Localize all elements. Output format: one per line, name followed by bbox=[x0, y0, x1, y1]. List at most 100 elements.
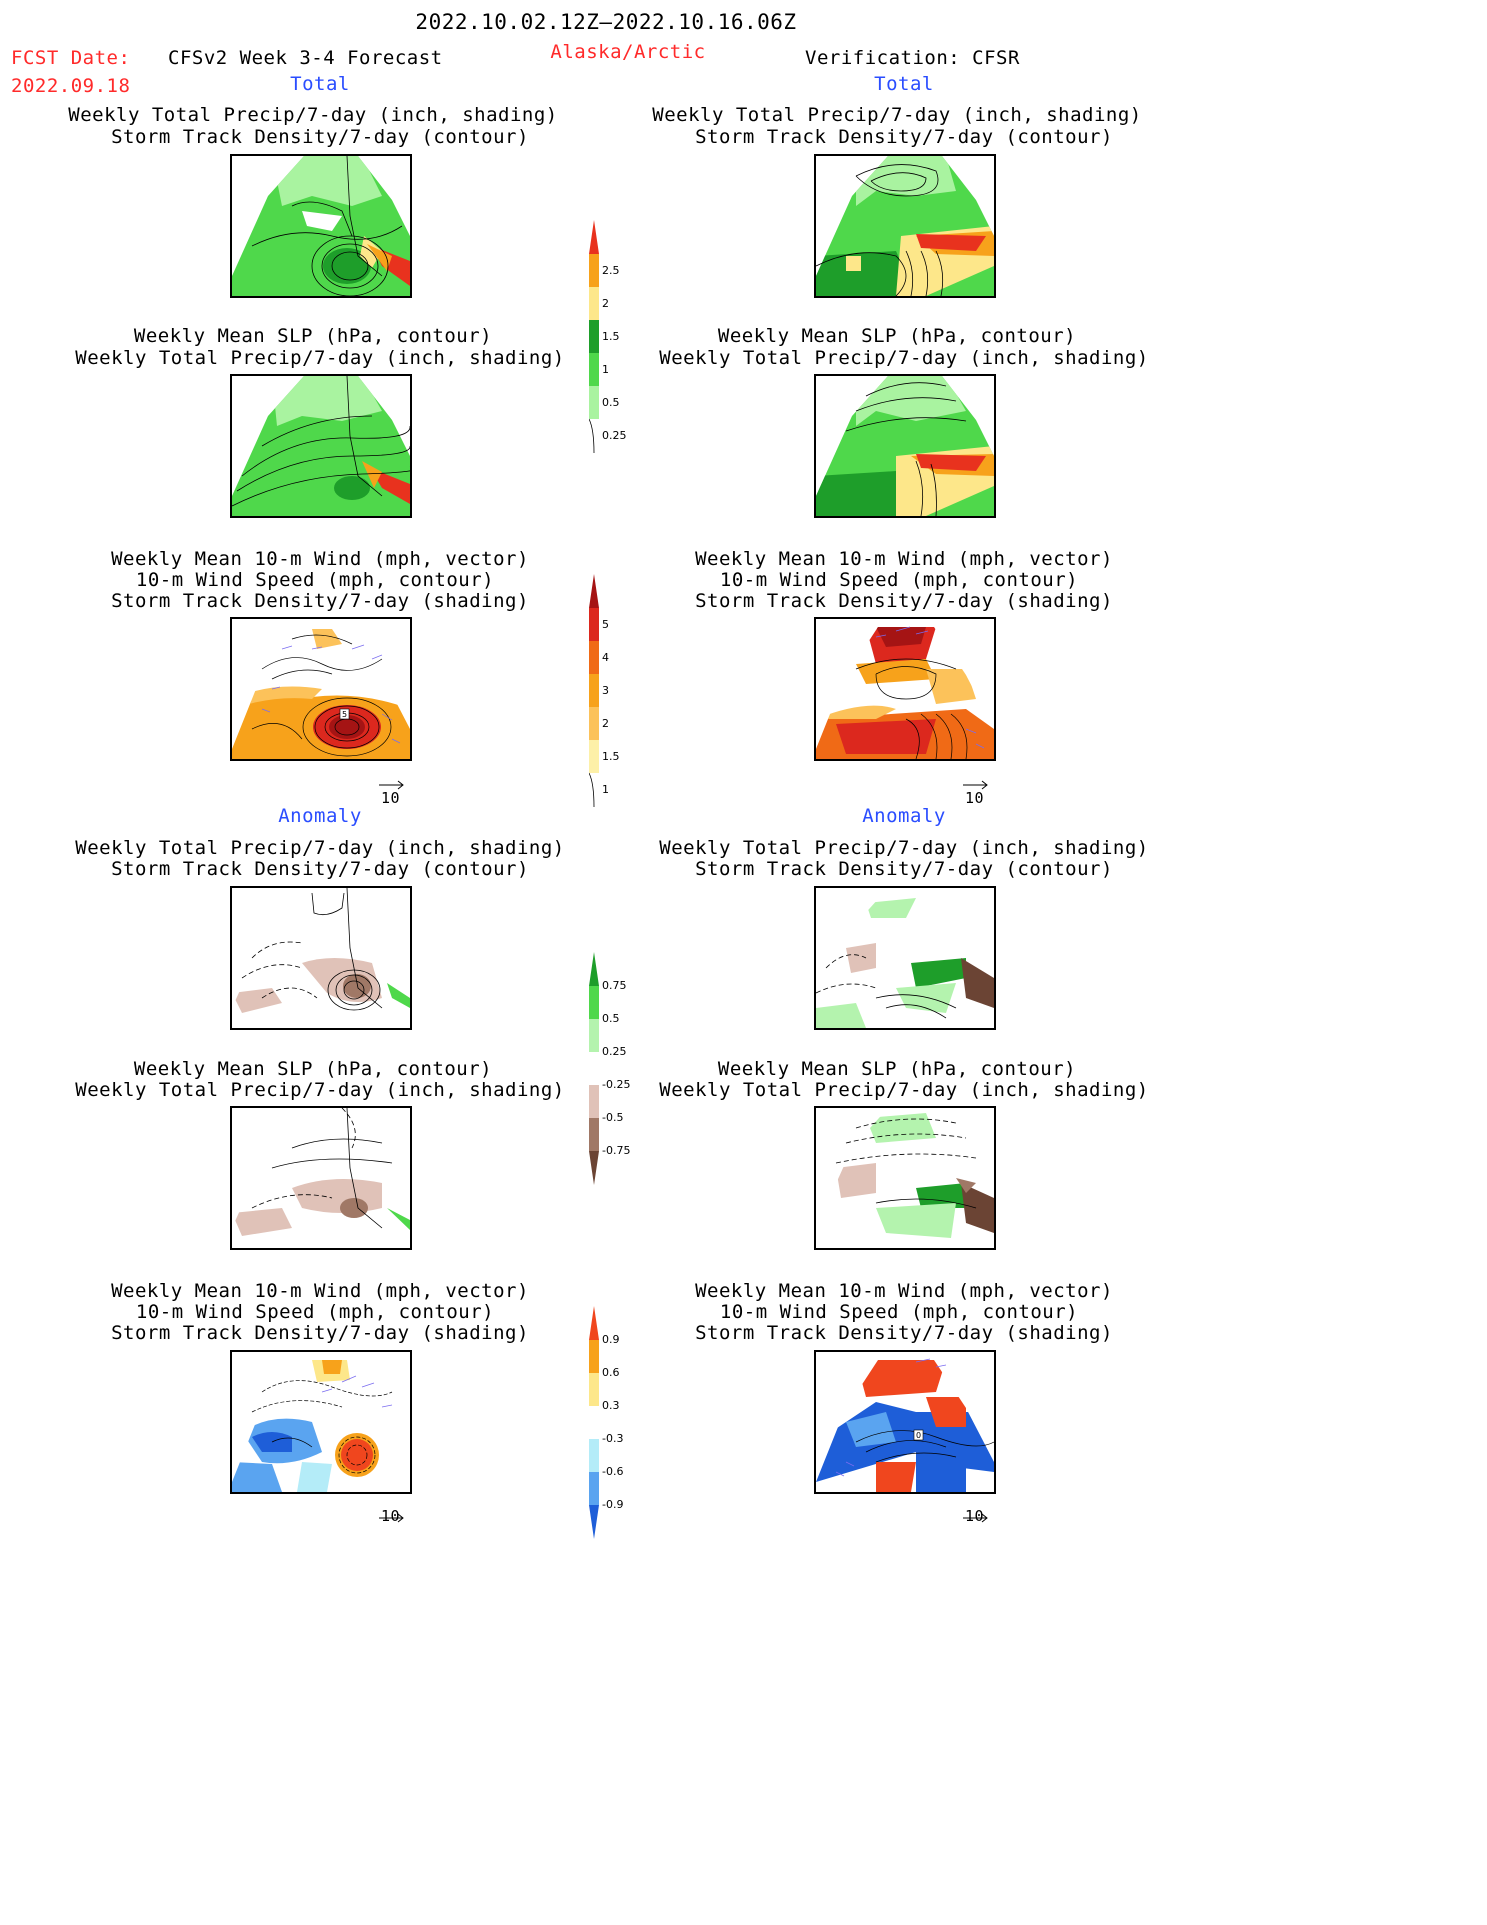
panel-title-line: 10-m Wind Speed (mph, contour) bbox=[719, 1301, 1079, 1323]
colorbar-graphic bbox=[589, 220, 599, 454]
colorbar-tick-label: -0.9 bbox=[602, 1498, 624, 1511]
map-verification-wind-storm-anomaly: 0 bbox=[814, 1350, 996, 1494]
panel-title-line: Weekly Total Precip/7-day (inch, shading… bbox=[652, 104, 1142, 126]
panel-title-line: Weekly Total Precip/7-day (inch, shading… bbox=[75, 1079, 565, 1101]
colorbar-tick-label: -0.3 bbox=[602, 1432, 624, 1445]
panel-title-line: Storm Track Density/7-day (shading) bbox=[695, 1322, 1113, 1344]
colorbar-swatch bbox=[589, 1472, 599, 1505]
map-verification-slp-precip-anomaly bbox=[814, 1106, 996, 1250]
map-forecast-precip-storm-total bbox=[230, 154, 412, 298]
panel-title-line: Storm Track Density/7-day (contour) bbox=[111, 126, 529, 148]
colorbar-tick-label: -0.25 bbox=[602, 1078, 631, 1091]
colorbar-tick-label: 0.3 bbox=[602, 1399, 620, 1412]
map-forecast-wind-storm-anomaly bbox=[230, 1350, 412, 1494]
section-total-right: Total bbox=[874, 73, 934, 95]
map-forecast-slp-precip-total bbox=[230, 374, 412, 518]
colorbar-swatch bbox=[589, 1439, 599, 1472]
colorbar-tick-label: -0.6 bbox=[602, 1465, 624, 1478]
vector-ref-label: 10 bbox=[381, 789, 401, 807]
vector-ref-label: 10 bbox=[965, 789, 985, 807]
colorbar-swatch bbox=[589, 674, 599, 707]
colorbar-swatch bbox=[589, 1118, 599, 1151]
colorbar-swatch bbox=[589, 320, 599, 353]
panel-title-line: Weekly Total Precip/7-day (inch, shading… bbox=[68, 104, 558, 126]
colorbar-swatch bbox=[589, 952, 599, 986]
colorbar-swatch bbox=[589, 353, 599, 386]
colorbar-swatch bbox=[589, 220, 599, 254]
colorbar-tick-label: 2.5 bbox=[602, 263, 620, 277]
colorbar-tick-label: 0.75 bbox=[602, 979, 627, 992]
arrow-icon bbox=[379, 1513, 404, 1523]
panel-title-line: Storm Track Density/7-day (shading) bbox=[111, 1322, 529, 1344]
map-forecast-wind-storm-total: 5 bbox=[230, 617, 412, 761]
verification-title: Verification: CFSR bbox=[805, 47, 1020, 69]
panel-title-line: Storm Track Density/7-day (shading) bbox=[695, 590, 1113, 612]
panel-title-line: Storm Track Density/7-day (contour) bbox=[695, 858, 1113, 880]
colorbar-tick-label: -0.75 bbox=[602, 1144, 631, 1157]
vector-ref-label: 10 bbox=[381, 1507, 401, 1525]
colorbar-tick-label: 0.9 bbox=[602, 1333, 620, 1346]
colorbar-swatch bbox=[589, 1406, 599, 1439]
colorbar-graphic bbox=[589, 574, 599, 808]
colorbar-swatch bbox=[589, 386, 599, 419]
date-range-title: 2022.10.02.12Z—2022.10.16.06Z bbox=[415, 10, 797, 34]
panel-title-line: 10-m Wind Speed (mph, contour) bbox=[719, 569, 1079, 591]
colorbar-swatch bbox=[589, 1306, 599, 1340]
colorbar-graphic bbox=[589, 952, 599, 1185]
colorbar-swatch bbox=[589, 254, 599, 287]
model-title: CFSv2 Week 3-4 Forecast bbox=[168, 47, 443, 69]
contour-label: 5 bbox=[342, 710, 347, 719]
colorbar-swatch bbox=[589, 641, 599, 674]
map-verification-wind-storm-total bbox=[814, 617, 996, 761]
panel-title-line: Weekly Mean SLP (hPa, contour) bbox=[133, 325, 493, 347]
panel-title-line: Storm Track Density/7-day (contour) bbox=[111, 858, 529, 880]
panel-title-line: Weekly Mean SLP (hPa, contour) bbox=[717, 1058, 1077, 1080]
region-title: Alaska/Arctic bbox=[550, 41, 706, 63]
colorbar-tail bbox=[589, 418, 595, 454]
fcst-date-value: 2022.09.18 bbox=[11, 75, 131, 97]
panel-title-line: Weekly Total Precip/7-day (inch, shading… bbox=[659, 347, 1149, 369]
arrow-icon bbox=[963, 1513, 988, 1523]
colorbar-swatch bbox=[589, 1085, 599, 1118]
panel-title-line: Weekly Mean 10-m Wind (mph, vector) bbox=[111, 548, 529, 570]
panel-title-line: Weekly Mean SLP (hPa, contour) bbox=[133, 1058, 493, 1080]
colorbar-graphic bbox=[589, 1306, 599, 1539]
colorbar-tick-label: 0.25 bbox=[602, 428, 627, 442]
section-total-left: Total bbox=[290, 73, 350, 95]
panel-title-line: 10-m Wind Speed (mph, contour) bbox=[135, 569, 495, 591]
panel-title-line: Weekly Mean SLP (hPa, contour) bbox=[717, 325, 1077, 347]
colorbar-tick-label: 3 bbox=[602, 683, 609, 697]
panel-title-line: Weekly Total Precip/7-day (inch, shading… bbox=[659, 837, 1149, 859]
panel-title-line: Weekly Total Precip/7-day (inch, shading… bbox=[659, 1079, 1149, 1101]
vector-ref-label: 10 bbox=[965, 1507, 985, 1525]
colorbar-tick-label: 1 bbox=[602, 362, 609, 376]
map-verification-precip-storm-anomaly bbox=[814, 886, 996, 1030]
colorbar-tail bbox=[589, 772, 595, 808]
colorbar-tick-label: 5 bbox=[602, 617, 609, 631]
panel-title-line: Storm Track Density/7-day (contour) bbox=[695, 126, 1113, 148]
colorbar-tick-label: 2 bbox=[602, 716, 609, 730]
colorbar-tick-label: 1.5 bbox=[602, 749, 620, 763]
colorbar-swatch bbox=[589, 287, 599, 320]
colorbar-tick-label: 2 bbox=[602, 296, 609, 310]
colorbar-swatch bbox=[589, 740, 599, 773]
panel-title-line: Weekly Mean 10-m Wind (mph, vector) bbox=[695, 548, 1113, 570]
colorbar-swatch bbox=[589, 1373, 599, 1406]
panel-title-line: Storm Track Density/7-day (shading) bbox=[111, 590, 529, 612]
colorbar-swatch bbox=[589, 1340, 599, 1373]
map-forecast-slp-precip-anomaly bbox=[230, 1106, 412, 1250]
arrow-icon bbox=[963, 780, 988, 790]
contour-label: 0 bbox=[916, 1431, 921, 1440]
panel-title-line: Weekly Mean 10-m Wind (mph, vector) bbox=[111, 1280, 529, 1302]
arrow-icon bbox=[379, 780, 404, 790]
colorbar-swatch bbox=[589, 1151, 599, 1185]
panel-title-line: Weekly Total Precip/7-day (inch, shading… bbox=[75, 347, 565, 369]
colorbar-tick-label: 0.5 bbox=[602, 395, 620, 409]
colorbar-tick-label: 0.25 bbox=[602, 1045, 627, 1058]
panel-title-line: Weekly Total Precip/7-day (inch, shading… bbox=[75, 837, 565, 859]
panel-title-line: 10-m Wind Speed (mph, contour) bbox=[135, 1301, 495, 1323]
section-anomaly-left: Anomaly bbox=[278, 805, 362, 827]
colorbar-tick-label: 0.6 bbox=[602, 1366, 620, 1379]
panel-title-line: Weekly Mean 10-m Wind (mph, vector) bbox=[695, 1280, 1113, 1302]
colorbar-swatch bbox=[589, 986, 599, 1019]
